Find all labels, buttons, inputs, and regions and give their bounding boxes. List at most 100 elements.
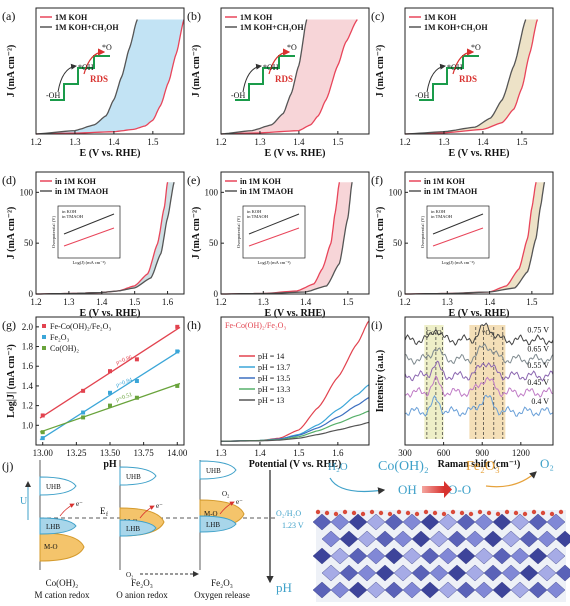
panel-f: (f) 1.2 1.3 1.4 1.5 0 50 100 E (V vs. RHE) J (mA …: [371, 171, 554, 319]
uhb-band: [39, 476, 77, 496]
x-tick-label: 1.3: [254, 137, 266, 147]
rds-inset: *O *OH -OH RDS: [415, 43, 481, 101]
data-point: [40, 436, 45, 441]
octahedron: [312, 513, 332, 531]
octahedron: [348, 547, 368, 565]
legend-label: Fe-Co(OH)₂/Fe₂O₃: [50, 322, 111, 331]
oxygen-atom: [513, 510, 519, 516]
x-tick-label: 1.5: [332, 137, 344, 147]
octahedron: [519, 530, 539, 548]
energy-steps: [235, 55, 295, 101]
x-tick-label: 1.4: [108, 137, 120, 147]
inset-line: [248, 213, 300, 235]
legend-label: pH = 13: [258, 396, 284, 405]
octahedron: [375, 564, 395, 582]
panel-letter: (c): [371, 9, 384, 23]
legend-label: in 1M TMAOH: [55, 187, 109, 196]
octahedron: [429, 564, 449, 582]
rds-arrow: [83, 48, 106, 75]
legend-label: in 1M TMAOH: [240, 187, 294, 196]
inset-legend: in KOH: [247, 209, 262, 214]
x-tick-label: 1.5: [516, 137, 528, 147]
redox-label: O₂/H₂O: [276, 509, 301, 518]
data-point: [108, 390, 112, 395]
shaded-region: [405, 19, 538, 134]
oxygen-atom: [423, 509, 429, 515]
oxygen-atom: [540, 510, 546, 516]
y-axis-label: Intensity (a.u.): [375, 350, 386, 413]
octahedron: [474, 513, 494, 531]
y-axis-label: J (mA cm⁻²): [375, 45, 386, 98]
shaded-region: [221, 19, 358, 134]
inset-legend: in KOH: [431, 209, 446, 214]
scheme-cooh2: Co(OH)₂: [378, 459, 429, 474]
data-point: [175, 324, 180, 329]
x-tick-label: 14.00: [167, 448, 188, 458]
step-arrow: [426, 63, 446, 93]
column-subtitle: M cation redox: [35, 590, 90, 600]
y-tick-label: 50: [209, 238, 219, 248]
inset-ylabel: Overpotential (V): [51, 215, 56, 248]
fit-line: [39, 382, 181, 433]
octahedron: [447, 564, 467, 582]
octahedron: [420, 547, 440, 565]
y-axis-label: J (mA cm⁻²): [191, 207, 202, 260]
x-axis-label: pH: [103, 459, 117, 470]
x-tick-label: 900: [475, 448, 489, 458]
oxygen-atom: [333, 511, 339, 517]
octahedron: [402, 513, 422, 531]
panel-d: (d) 1.2 1.3 1.4 1.5 1.6 0 50 100 E (V vs. RHE) J (…: [2, 171, 185, 319]
data-point: [108, 403, 112, 408]
raman-spectrum: [404, 343, 554, 366]
plot-frame: [35, 7, 185, 135]
raman-spectrum: [404, 360, 554, 382]
octahedron: [348, 581, 368, 599]
legend-label: 1M KOH+CH₃OH: [240, 23, 304, 32]
data-point: [134, 357, 139, 362]
octahedron: [366, 581, 386, 599]
fermi-label: E: [100, 506, 106, 516]
octahedron: [456, 581, 476, 599]
octahedron: [465, 564, 485, 582]
oxygen-atom: [405, 510, 411, 516]
series-line: [221, 384, 370, 442]
oxygen-atom: [396, 509, 402, 515]
y-tick-label: 100: [389, 187, 403, 197]
octahedron: [402, 581, 422, 599]
legend-label: in 1M KOH: [424, 177, 466, 186]
inset-label: *O: [102, 43, 112, 52]
panel-e: (e) 1.2 1.3 1.4 1.5 0 50 100 E (V vs. RHE) J (mA …: [187, 171, 370, 319]
octahedron: [501, 564, 521, 582]
legend-label: 1M KOH+CH₃OH: [424, 23, 488, 32]
curve-label: 0.45 V: [527, 378, 549, 387]
y-tick-label: 0: [29, 289, 34, 299]
electron-arrow: [59, 503, 75, 517]
legend-label: 1M KOH: [240, 13, 273, 22]
band-o2: [469, 325, 506, 439]
data-point: [175, 349, 180, 354]
legend-label: Co(OH)₂: [50, 344, 79, 353]
inset-legend: in TMAOH: [247, 214, 269, 219]
mo-label: M-O: [204, 510, 218, 518]
scheme-big-arrowhead: [444, 481, 452, 498]
x-tick-label: 1.4: [300, 297, 312, 307]
octahedron: [330, 581, 350, 599]
inset-line: [432, 213, 484, 235]
scheme-arrow: [329, 477, 386, 495]
raman-spectrum: [404, 394, 554, 417]
series-line: [36, 182, 175, 295]
data-point: [81, 388, 86, 393]
octahedron: [456, 513, 476, 531]
inset-label: -OH: [231, 91, 245, 100]
x-tick-label: 1.5: [342, 297, 354, 307]
oxygen-atom: [360, 511, 366, 517]
inset-label: *OH: [78, 63, 94, 72]
data-point: [81, 410, 86, 415]
column-subtitle: Oxygen release: [194, 590, 250, 600]
inset-line: [63, 213, 115, 235]
y-axis-label: J (mA cm⁻²): [6, 207, 17, 260]
rds-arrow: [268, 48, 291, 75]
inset-ylabel: Overpotential (V): [236, 215, 241, 248]
x-tick-label: 1.4: [293, 137, 305, 147]
